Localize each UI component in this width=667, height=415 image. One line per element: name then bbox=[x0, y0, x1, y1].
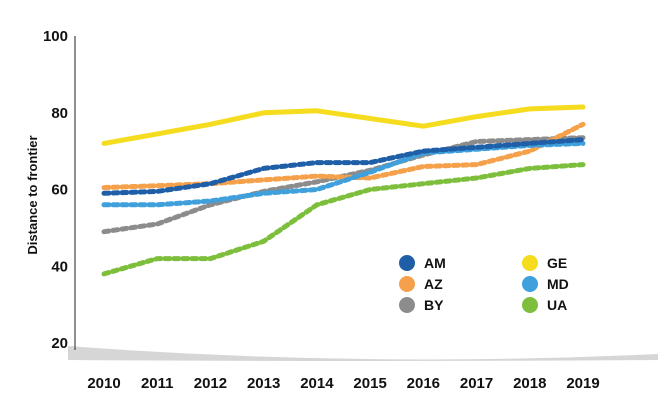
x-tick-label: 2016 bbox=[407, 375, 440, 392]
y-axis-label: Distance to frontier bbox=[25, 135, 40, 254]
x-tick-label: 2015 bbox=[353, 375, 386, 392]
legend: AM AZ BY GE MD UA bbox=[399, 255, 569, 313]
legend-label-az: AZ bbox=[424, 276, 443, 292]
x-tick-label: 2011 bbox=[141, 375, 174, 392]
y-tick-label: 40 bbox=[51, 258, 68, 275]
legend-swatch-by bbox=[399, 297, 415, 313]
legend-swatch-md bbox=[522, 276, 538, 292]
series-lines bbox=[101, 104, 586, 277]
legend-label-md: MD bbox=[547, 276, 569, 292]
legend-swatch-az bbox=[399, 276, 415, 292]
legend-label-by: BY bbox=[424, 297, 444, 313]
series-line-ge bbox=[101, 104, 586, 146]
x-tick-label: 2017 bbox=[460, 375, 493, 392]
x-tick-label: 2012 bbox=[194, 375, 227, 392]
legend-swatch-am bbox=[399, 255, 415, 271]
x-tick-label: 2018 bbox=[513, 375, 546, 392]
series-line-ua bbox=[101, 162, 586, 277]
legend-swatch-ge bbox=[522, 255, 538, 271]
y-tick-label: 20 bbox=[51, 335, 68, 352]
series-line-az bbox=[101, 121, 586, 191]
y-ticks: 20 40 60 80 100 bbox=[43, 28, 68, 352]
y-tick-label: 60 bbox=[51, 182, 68, 199]
plot-floor-shadow bbox=[68, 346, 658, 361]
legend-label-ua: UA bbox=[547, 297, 567, 313]
x-tick-label: 2010 bbox=[87, 375, 120, 392]
legend-label-ge: GE bbox=[547, 255, 567, 271]
y-tick-label: 80 bbox=[51, 105, 68, 122]
series-line-am bbox=[101, 137, 586, 196]
x-tick-label: 2019 bbox=[566, 375, 599, 392]
legend-label-am: AM bbox=[424, 255, 446, 271]
x-ticks: 2010 2011 2012 2013 2014 2015 2016 2017 2018 2019 bbox=[87, 375, 599, 392]
legend-swatch-ua bbox=[522, 297, 538, 313]
x-tick-label: 2014 bbox=[300, 375, 334, 392]
y-tick-label: 100 bbox=[43, 28, 68, 45]
x-tick-label: 2013 bbox=[247, 375, 280, 392]
